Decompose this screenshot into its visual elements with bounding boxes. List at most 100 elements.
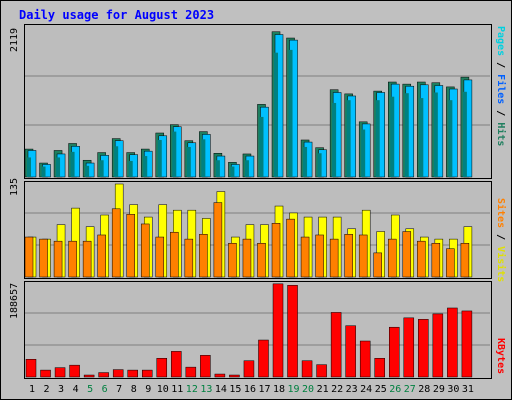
kbytes-bar bbox=[229, 374, 240, 378]
kbytes-bar bbox=[389, 326, 400, 378]
kbytes-bar bbox=[40, 369, 51, 378]
day-label: 20 bbox=[302, 384, 314, 395]
pages-bar bbox=[346, 100, 351, 177]
day-label: 2 bbox=[44, 384, 50, 395]
kbytes-bar bbox=[98, 372, 109, 378]
sites-bar bbox=[184, 238, 194, 278]
pages-bar bbox=[143, 156, 148, 177]
pages-bar bbox=[462, 91, 467, 177]
pages-bar bbox=[56, 157, 61, 177]
pages-bar bbox=[288, 49, 293, 177]
sites-bar bbox=[286, 218, 295, 278]
sites-bar bbox=[24, 236, 34, 278]
day-label: 30 bbox=[447, 384, 459, 395]
pages-bar bbox=[317, 153, 322, 177]
pages-bar bbox=[215, 160, 220, 177]
pages-bar bbox=[85, 165, 90, 177]
day-label: 10 bbox=[157, 384, 169, 395]
pages-bar bbox=[27, 157, 31, 177]
pages-bar bbox=[419, 98, 424, 177]
sites-bar bbox=[170, 231, 179, 278]
day-label: 18 bbox=[273, 384, 285, 395]
pages-bar bbox=[244, 160, 249, 177]
kbytes-bar bbox=[374, 358, 385, 378]
day-label: 27 bbox=[404, 384, 416, 395]
sites-bar bbox=[228, 242, 237, 278]
day-label: 28 bbox=[418, 384, 430, 395]
day-label: 11 bbox=[171, 384, 183, 395]
sites-bar bbox=[431, 242, 441, 278]
day-label: 13 bbox=[200, 384, 212, 395]
pages-bar bbox=[128, 160, 133, 177]
sites-bar bbox=[257, 242, 266, 278]
day-label: 12 bbox=[186, 384, 198, 395]
kbytes-bar bbox=[272, 283, 284, 378]
sites-bar bbox=[344, 234, 353, 278]
sites-bar bbox=[68, 240, 77, 278]
day-label: 24 bbox=[360, 384, 372, 395]
sites-bar bbox=[155, 236, 165, 278]
chart-title: Daily usage for August 2023 bbox=[19, 8, 215, 22]
sites-bar bbox=[140, 223, 150, 278]
sites-bar bbox=[300, 236, 310, 278]
pages-bar bbox=[332, 102, 337, 177]
pages-bar bbox=[433, 92, 438, 177]
day-label: 19 bbox=[288, 384, 300, 395]
day-label: 21 bbox=[317, 384, 329, 395]
kbytes-bar bbox=[418, 319, 429, 378]
sites-bar bbox=[315, 234, 324, 278]
kbytes-bar bbox=[287, 285, 298, 378]
kbytes-bar bbox=[214, 373, 226, 378]
sites-bar bbox=[242, 238, 252, 278]
pages-bar bbox=[157, 139, 162, 177]
sites-bar bbox=[358, 234, 368, 278]
sites-bar bbox=[126, 214, 135, 278]
day-label: 25 bbox=[375, 384, 387, 395]
day-label: 17 bbox=[258, 384, 270, 395]
pages-bar bbox=[186, 146, 191, 177]
kbytes-bar bbox=[403, 317, 415, 378]
kbytes-bar bbox=[258, 339, 269, 378]
day-label: 22 bbox=[331, 384, 343, 395]
day-label: 4 bbox=[73, 384, 79, 395]
kbytes-bar bbox=[200, 355, 211, 378]
pages-bar bbox=[404, 93, 409, 177]
pages-bar bbox=[172, 131, 177, 177]
kbytes-bar bbox=[461, 310, 473, 378]
pages-bar bbox=[274, 52, 279, 177]
sites-bar bbox=[39, 238, 48, 278]
day-label: 26 bbox=[389, 384, 401, 395]
kbytes-bar bbox=[301, 360, 313, 378]
kbytes-bar bbox=[171, 351, 182, 378]
kbytes-bar bbox=[83, 374, 95, 378]
sites-bar bbox=[388, 238, 397, 278]
sites-bar bbox=[97, 234, 106, 278]
pages-bar bbox=[114, 146, 119, 177]
kbytes-bar bbox=[112, 369, 124, 378]
sites-bar bbox=[271, 223, 281, 278]
sites-bar bbox=[417, 240, 426, 278]
day-label: 1 bbox=[29, 384, 35, 395]
kbytes-bar bbox=[127, 369, 138, 378]
day-label: 7 bbox=[116, 384, 122, 395]
day-label: 23 bbox=[346, 384, 358, 395]
day-label: 16 bbox=[244, 384, 256, 395]
day-label: 29 bbox=[433, 384, 445, 395]
pages-bar bbox=[259, 116, 264, 177]
pages-bar bbox=[303, 146, 308, 177]
kbytes-bar bbox=[25, 359, 37, 378]
sites-bar bbox=[199, 234, 208, 278]
pages-bar bbox=[361, 129, 366, 177]
kbytes-bar bbox=[69, 364, 80, 378]
day-label: 3 bbox=[58, 384, 64, 395]
kbytes-bar bbox=[359, 340, 371, 378]
sites-bar bbox=[213, 202, 223, 278]
day-label: 6 bbox=[102, 384, 108, 395]
kbytes-bar bbox=[141, 369, 153, 378]
sites-bar bbox=[82, 240, 92, 278]
day-label: 8 bbox=[131, 384, 137, 395]
kbytes-bar bbox=[54, 367, 66, 378]
kbytes-bar bbox=[316, 364, 327, 378]
kbytes-bar bbox=[156, 358, 168, 378]
